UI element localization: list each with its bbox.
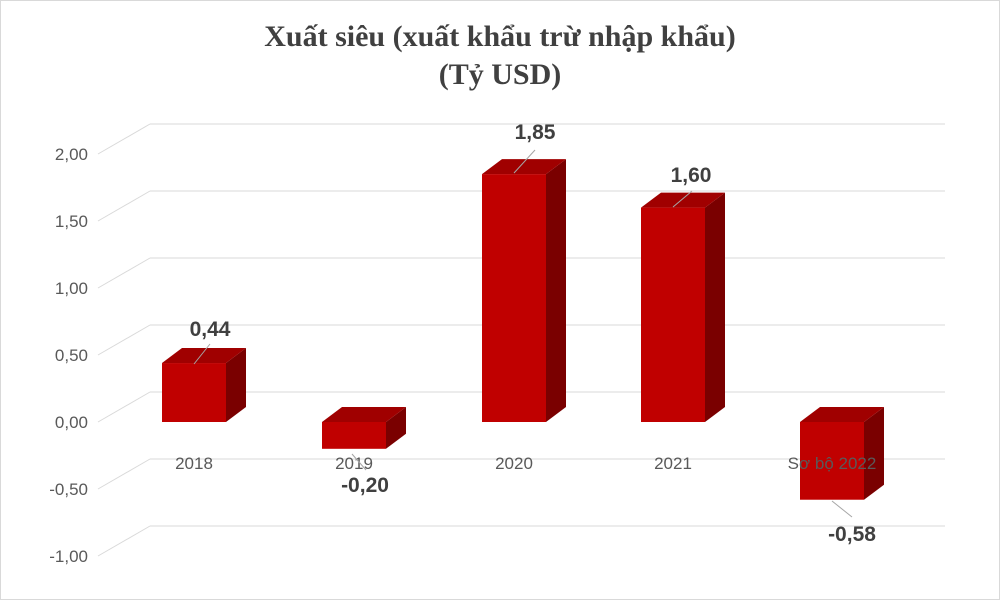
gridline-depth: [97, 190, 151, 222]
data-label: 1,85: [515, 121, 556, 144]
y-tick-label: 0,50: [55, 346, 88, 365]
gridline-depth: [97, 123, 151, 155]
bar-side: [386, 407, 406, 449]
bar-top: [162, 348, 246, 364]
data-label: 1,60: [671, 164, 712, 187]
y-tick-label: -1,00: [49, 547, 88, 566]
bar-side: [226, 348, 246, 422]
bar-top: [800, 407, 884, 422]
x-category-label: Sơ bộ 2022: [788, 454, 877, 473]
gridline-depth: [97, 391, 151, 423]
x-category-label: 2021: [654, 454, 692, 473]
data-label: 0,44: [190, 318, 231, 341]
bar-top: [322, 407, 406, 422]
gridline-depth: [97, 458, 151, 490]
bar-side: [546, 159, 566, 422]
gridline-depth: [97, 525, 151, 557]
y-tick-label: 1,50: [55, 212, 88, 231]
leader-line: [193, 343, 211, 365]
y-tick-label: 2,00: [55, 145, 88, 164]
bar: [322, 422, 386, 449]
x-category-label: 2018: [175, 454, 213, 473]
gridline-depth: [97, 324, 151, 356]
leader-line: [351, 453, 367, 471]
gridline-depth: [97, 257, 151, 289]
bar-side: [705, 192, 725, 422]
x-category-label: 2019: [335, 454, 373, 473]
bar-top: [641, 192, 725, 208]
bar: [800, 422, 864, 500]
y-tick-label: -0,50: [49, 480, 88, 499]
bar-top: [482, 159, 566, 175]
bar: [162, 363, 226, 422]
bar: [482, 174, 546, 422]
x-category-label: 2020: [495, 454, 533, 473]
leader-line: [831, 500, 853, 518]
chart-title: Xuất siêu (xuất khẩu trừ nhập khẩu): [264, 20, 736, 53]
chart-subtitle: (Tỷ USD): [438, 58, 562, 91]
data-label: -0,20: [341, 474, 389, 497]
y-tick-label: 1,00: [55, 279, 88, 298]
data-label: -0,58: [828, 523, 876, 546]
bar-side: [864, 407, 884, 500]
leader-line: [513, 149, 536, 174]
y-tick-label: 0,00: [55, 413, 88, 432]
leader-line: [672, 190, 693, 208]
bar: [641, 207, 705, 422]
